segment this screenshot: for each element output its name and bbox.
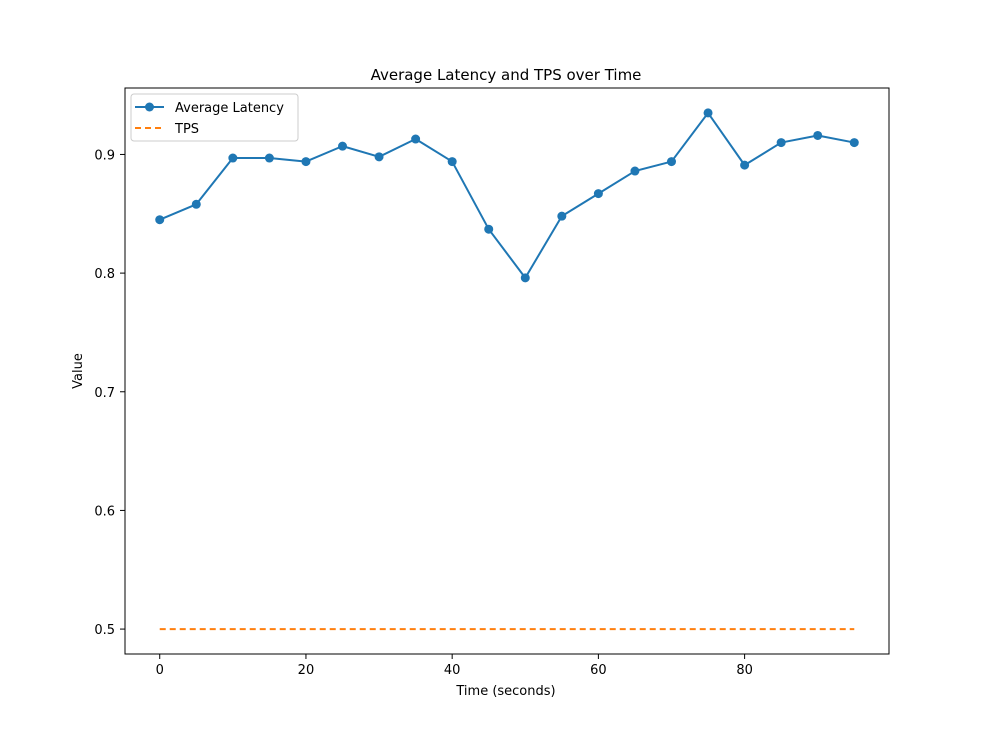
plot-frame: [124, 87, 890, 655]
average-latency-point-12: [593, 189, 603, 199]
average-latency-point-14: [666, 157, 676, 167]
average-latency-point-16: [740, 160, 750, 170]
average-latency-point-15: [703, 108, 713, 118]
y-axis: 0.5 0.6 0.7 0.8 0.9: [94, 148, 125, 638]
plot-area: 0 20 40 60 80 0.5 0.6 0.7 0.8 0.9: [94, 87, 890, 678]
legend-average-latency-label: Average Latency: [175, 101, 284, 116]
x-axis-label: Time (seconds): [455, 684, 555, 699]
x-tick-label-4: 80: [736, 663, 753, 678]
legend-tps-label: TPS: [174, 122, 199, 137]
average-latency-point-17: [776, 138, 786, 148]
x-tick-label-1: 20: [298, 663, 315, 678]
average-latency-point-8: [447, 157, 457, 167]
y-axis-label: Value: [71, 353, 86, 389]
legend-average-latency-marker: [145, 102, 154, 112]
y-tick-label-0: 0.5: [94, 623, 115, 638]
average-latency-point-7: [411, 134, 421, 144]
average-latency-point-5: [338, 141, 348, 151]
average-latency-point-3: [264, 153, 274, 163]
y-tick-label-1: 0.6: [94, 504, 115, 519]
legend-box: [130, 93, 299, 142]
average-latency-point-9: [484, 224, 494, 234]
legend: Average Latency TPS: [130, 93, 299, 142]
average-latency-point-18: [813, 130, 823, 140]
y-tick-label-3: 0.8: [94, 267, 115, 282]
average-latency-point-0: [155, 215, 165, 225]
x-tick-label-0: 0: [156, 663, 164, 678]
average-latency-point-13: [630, 166, 640, 176]
x-tick-label-3: 60: [590, 663, 607, 678]
average-latency-point-4: [301, 157, 311, 167]
average-latency-point-1: [191, 199, 201, 209]
average-latency-point-6: [374, 152, 384, 162]
series-layer: [155, 108, 859, 631]
x-axis: 0 20 40 60 80: [156, 654, 753, 678]
x-tick-label-2: 40: [444, 663, 461, 678]
average-latency-point-2: [228, 153, 238, 163]
chart-title: Average Latency and TPS over Time: [371, 66, 642, 84]
average-latency-line: [158, 111, 856, 279]
average-latency-point-11: [557, 211, 567, 221]
average-latency-point-19: [849, 138, 859, 148]
average-latency-point-10: [520, 273, 530, 283]
y-tick-label-2: 0.7: [94, 386, 115, 401]
y-tick-label-4: 0.9: [94, 148, 115, 163]
